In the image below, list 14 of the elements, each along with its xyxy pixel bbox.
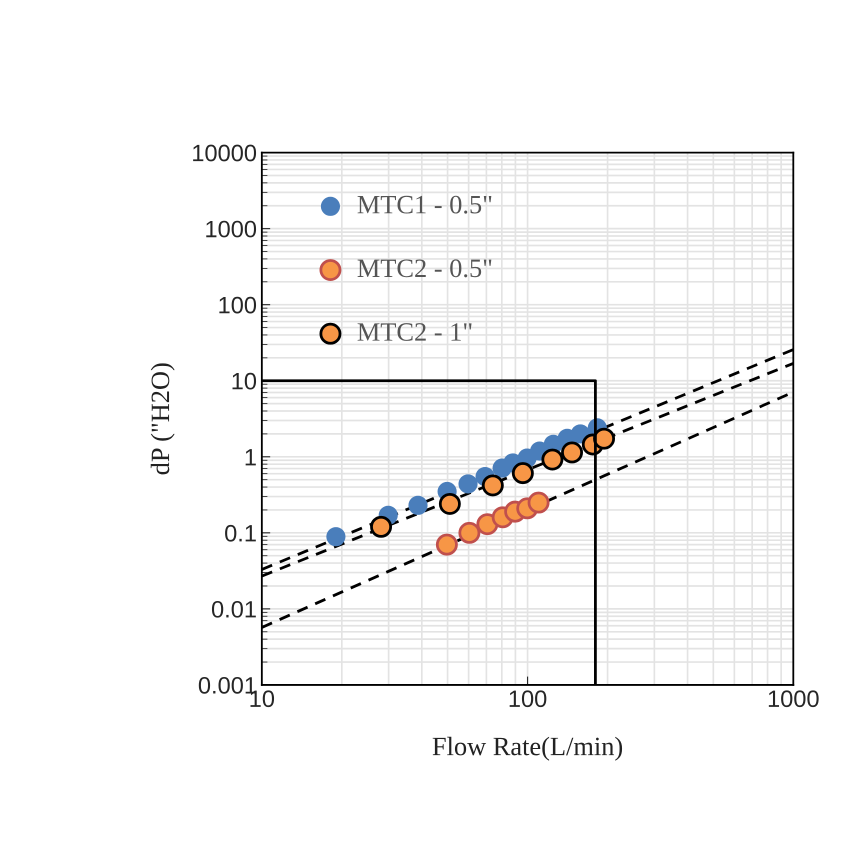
y-tick-label: 1000	[206, 220, 256, 238]
y-tick-label: 10	[232, 372, 256, 390]
y-tick-label: 10000	[193, 144, 256, 162]
legend-label: MTC2 - 1"	[358, 323, 472, 341]
y-tick-label: 1	[246, 449, 256, 466]
y-tick-label: 0.1	[225, 524, 256, 542]
x-tick-label: 100	[510, 690, 546, 708]
y-tick-label: 100	[219, 296, 256, 314]
legend-label: MTC2 - 0.5"	[358, 259, 492, 278]
x-axis-title: Flow Rate(L/min)	[432, 736, 622, 761]
y-axis-title: dP ("H2O)	[150, 363, 175, 474]
legend-label: MTC1 - 0.5"	[358, 196, 492, 214]
x-tick-label: 1000	[768, 690, 819, 708]
y-tick-label: 0.01	[212, 600, 256, 618]
